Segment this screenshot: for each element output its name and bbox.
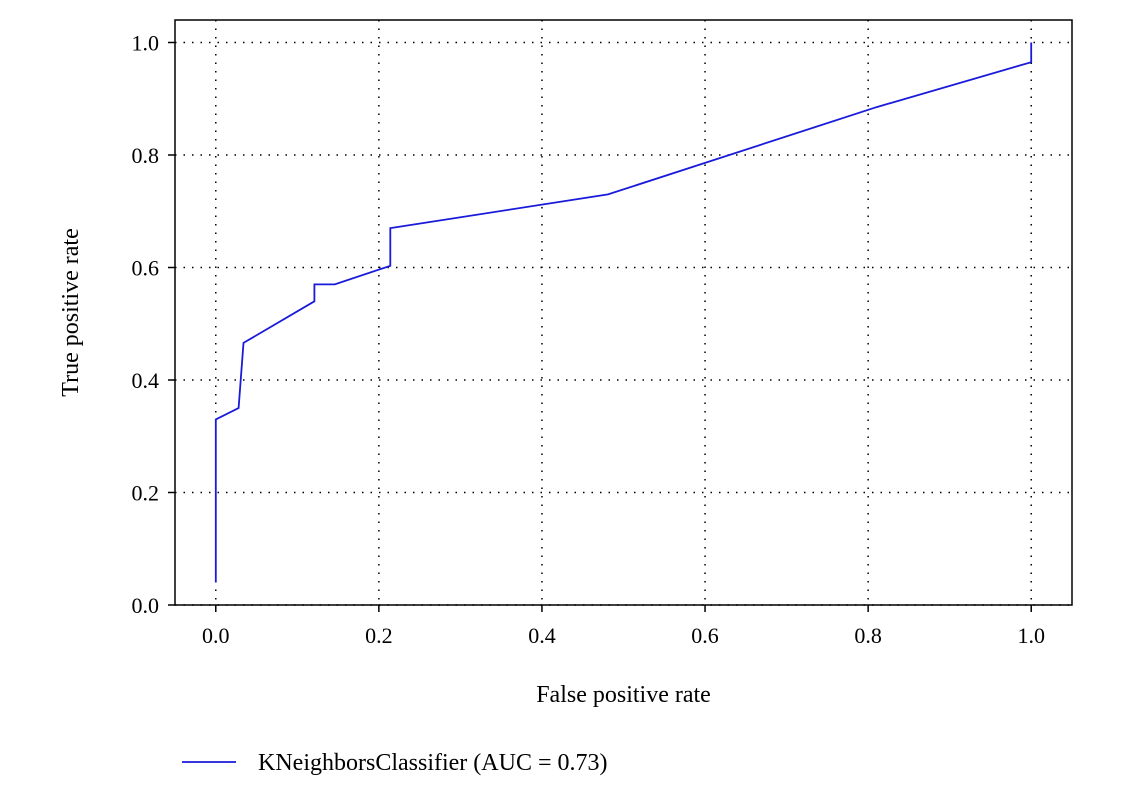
legend: KNeighborsClassifier (AUC = 0.73) [182, 750, 608, 776]
grid-lines [175, 20, 1072, 606]
y-tick-label: 0.8 [132, 143, 160, 168]
axis-ticks: 0.0 0.2 0.4 0.6 0.8 1.0 0.0 0.2 0.4 0.6 0.8 1.0 [132, 31, 1045, 649]
x-tick-label: 0.2 [365, 623, 393, 648]
x-tick-label: 1.0 [1017, 623, 1045, 648]
x-tick-label: 0.0 [202, 623, 230, 648]
x-tick-label: 0.8 [854, 623, 882, 648]
x-tick-label: 0.6 [691, 623, 719, 648]
series-line-0 [214, 42, 1033, 583]
y-tick-label: 0.0 [132, 593, 160, 618]
legend-label: KNeighborsClassifier (AUC = 0.73) [258, 750, 608, 776]
y-tick-label: 0.6 [132, 256, 160, 281]
plot-frame [174, 19, 1073, 606]
x-axis-label: False positive rate [536, 682, 711, 708]
y-axis-label: True positive rate [58, 228, 84, 396]
x-tick-label: 0.4 [528, 623, 556, 648]
series-layer [214, 42, 1033, 583]
y-tick-label: 0.2 [132, 481, 160, 506]
y-tick-label: 0.4 [132, 368, 160, 393]
y-tick-label: 1.0 [132, 31, 160, 56]
